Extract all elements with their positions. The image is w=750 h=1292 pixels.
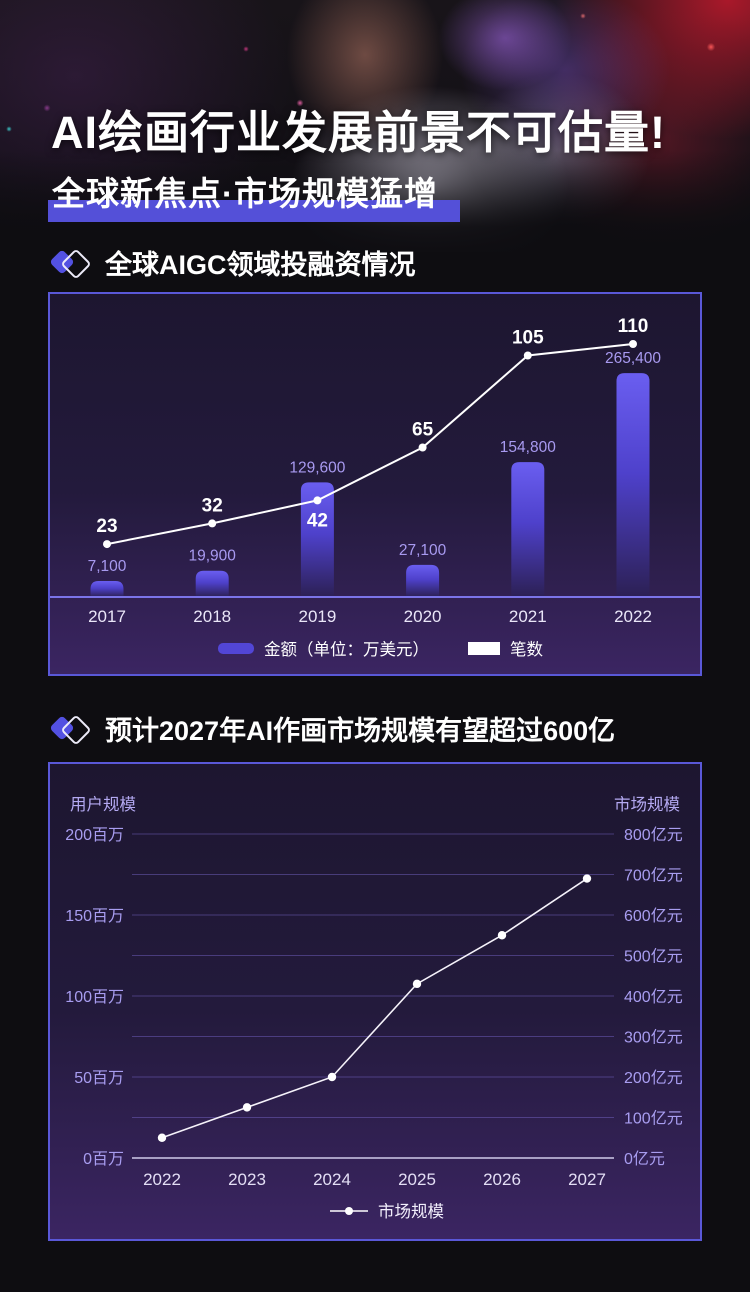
investment-chart-svg: 7,10019,900129,60027,100154,800265,40023… — [50, 316, 700, 659]
legend-dot — [345, 1207, 353, 1215]
amount-label: 19,900 — [188, 548, 236, 565]
x-tick-label: 2025 — [398, 1170, 436, 1189]
section-title: 全球AIGC领域投融资情况 — [105, 250, 416, 280]
legend-label-amount: 金额（单位：万美元） — [264, 640, 429, 659]
amount-labels-group: 7,100 19,900 129,600 27,100 154,800 265,400 — [88, 350, 662, 575]
count-label: 23 — [96, 516, 117, 537]
market-line-group — [157, 874, 592, 1142]
right-tick-label: 800亿元 — [624, 826, 683, 844]
count-point-2022 — [629, 340, 637, 348]
x-axis-labels: 2017 2018 2019 2020 2021 2022 — [88, 607, 652, 626]
page-title: AI绘画行业发展前景不可估量! — [51, 107, 666, 158]
market-point-2023 — [242, 1103, 252, 1112]
legend-label-market: 市场规模 — [378, 1202, 444, 1221]
legend: 市场规模 — [330, 1202, 444, 1221]
left-tick-label: 50百万 — [74, 1070, 124, 1087]
bar-2019 — [300, 482, 334, 597]
bar-2022 — [616, 373, 650, 597]
bar-2021 — [511, 462, 545, 597]
right-tick-label: 300亿元 — [624, 1029, 683, 1047]
right-tick-label: 700亿元 — [624, 867, 683, 885]
x-tick-label: 2026 — [483, 1170, 521, 1189]
bar-2017 — [90, 581, 124, 597]
right-axis-title: 市场规模 — [614, 795, 680, 814]
count-label: 65 — [412, 420, 434, 441]
page-subtitle: 全球新焦点·市场规模猛增 — [48, 167, 460, 222]
count-line-group: 23 32 42 65 105 110 — [96, 316, 649, 549]
section-title: 预计2027年AI作画市场规模有望超过600亿 — [105, 716, 616, 746]
count-point-2017 — [103, 540, 111, 549]
left-tick-label: 0百万 — [83, 1151, 124, 1168]
left-tick-label: 150百万 — [65, 908, 124, 925]
market-point-2026 — [497, 931, 507, 940]
investment-chart-panel: 7,100 19,900 129,600 27,100 154,800 265,400 23… — [48, 292, 702, 676]
amount-label: 129,600 — [289, 459, 345, 476]
subtitle-highlight-bar — [48, 200, 460, 222]
amount-label: 154,800 — [500, 439, 556, 456]
right-tick-label: 500亿元 — [624, 948, 683, 966]
market-point-2022 — [157, 1133, 167, 1142]
x-tick-label: 2023 — [228, 1170, 266, 1189]
forecast-chart-panel: 用户规模 市场规模 800亿元 200百万 700亿元 600亿元 150百万 500亿元 40… — [48, 762, 702, 1241]
amount-label: 265,400 — [605, 350, 661, 367]
bar-2020 — [406, 564, 440, 597]
left-axis-title: 用户规模 — [70, 795, 136, 814]
left-tick-label: 200百万 — [65, 827, 124, 844]
x-tick-label: 2022 — [143, 1170, 181, 1189]
legend-swatch-amount — [218, 643, 254, 654]
count-label: 105 — [512, 328, 544, 349]
count-point-2019 — [313, 496, 322, 505]
right-tick-label: 100亿元 — [624, 1110, 683, 1128]
x-tick-label: 2020 — [404, 607, 442, 626]
x-tick-label: 2021 — [509, 607, 547, 626]
x-tick-label: 2027 — [568, 1170, 606, 1189]
right-tick-label: 0亿元 — [624, 1150, 665, 1168]
market-point-2024 — [327, 1072, 337, 1082]
x-tick-label: 2024 — [313, 1170, 351, 1189]
x-tick-label: 2019 — [298, 607, 336, 626]
left-tick-label: 100百万 — [65, 989, 124, 1006]
amount-bars-group — [90, 373, 650, 597]
forecast-chart-svg: 用户规模 市场规模800亿元200百万700亿元600亿元150百万500亿元40… — [65, 795, 682, 1221]
count-label: 110 — [618, 316, 649, 337]
x-tick-label: 2022 — [614, 607, 652, 626]
section-header-forecast: 预计2027年AI作画市场规模有望超过600亿 — [49, 709, 616, 748]
right-tick-label: 600亿元 — [624, 907, 683, 925]
x-tick-label: 2017 — [88, 607, 126, 626]
count-label: 32 — [202, 495, 223, 516]
tick-labels-group: 800亿元 200百万 700亿元 600亿元 150百万 500亿元 400亿元 100百万… — [65, 826, 682, 1168]
gridlines-group — [132, 833, 614, 1159]
amount-label: 27,100 — [399, 542, 447, 559]
count-label: 42 — [307, 510, 328, 531]
market-point-2027 — [582, 874, 592, 883]
right-tick-label: 200亿元 — [624, 1069, 683, 1087]
count-point-2018 — [208, 519, 217, 528]
legend-swatch-count — [468, 642, 500, 655]
diamond-icon — [49, 713, 92, 746]
count-point-2020 — [418, 443, 427, 452]
section-header-investment: 全球AIGC领域投融资情况 — [49, 243, 416, 282]
count-point-2021 — [523, 351, 532, 360]
x-axis-labels: 2022 2023 2024 2025 2026 2027 — [143, 1170, 606, 1189]
bar-2018 — [195, 570, 229, 597]
legend: 金额（单位：万美元） 笔数 — [218, 640, 544, 659]
legend-label-count: 笔数 — [510, 640, 544, 659]
market-point-2025 — [412, 979, 422, 989]
amount-label: 7,100 — [88, 558, 127, 575]
x-tick-label: 2018 — [193, 607, 231, 626]
diamond-icon — [49, 247, 92, 280]
right-tick-label: 400亿元 — [624, 988, 683, 1006]
